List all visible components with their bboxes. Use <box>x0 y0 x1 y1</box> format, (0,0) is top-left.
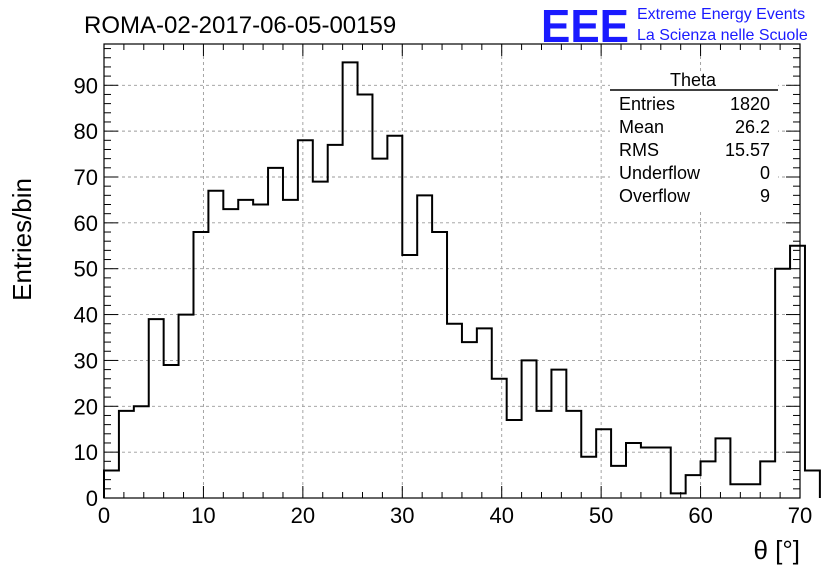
y-tick-label: 10 <box>74 440 98 465</box>
x-tick-label: 60 <box>688 503 712 528</box>
histogram-bin <box>686 475 701 498</box>
histogram-bin <box>805 470 820 498</box>
y-tick-label: 30 <box>74 348 98 373</box>
histogram-bin <box>208 191 223 498</box>
x-tick-label: 70 <box>788 503 812 528</box>
histogram-bin <box>134 406 149 498</box>
histogram-bin <box>522 360 537 498</box>
histogram-bin <box>760 461 775 498</box>
y-tick-label: 40 <box>74 303 98 328</box>
histogram-bin <box>641 448 656 498</box>
eee-logo-letters: EEE <box>541 0 629 52</box>
histogram-bin <box>343 62 358 498</box>
y-tick-label: 80 <box>74 119 98 144</box>
stats-row-value: 1820 <box>730 94 770 114</box>
histogram-bin <box>701 461 716 498</box>
stats-box: Theta Entries 1820 Mean 26.2 RMS 15.57 Underfl… <box>610 70 778 212</box>
histogram-bin <box>179 315 194 498</box>
histogram-bin <box>283 200 298 498</box>
histogram-bin <box>730 484 745 498</box>
histogram-bin <box>149 319 164 498</box>
stats-row-label: Entries <box>619 94 675 114</box>
histogram-bin <box>432 232 447 498</box>
histogram-bin <box>566 411 581 498</box>
y-tick-label: 90 <box>74 73 98 98</box>
histogram-bin <box>656 448 671 498</box>
histogram-bin <box>596 429 611 498</box>
stats-rows: Entries 1820 Mean 26.2 RMS 15.57 Underflow 0 Ove… <box>619 94 770 206</box>
plot-frame <box>103 43 801 499</box>
histogram-outline <box>103 61 821 498</box>
histogram-bin <box>164 365 179 498</box>
eee-logo: EEE Extreme Energy Events La Scienza nel… <box>541 0 808 52</box>
histogram-bin <box>358 94 373 498</box>
x-tick-label: 20 <box>291 503 315 528</box>
x-tick-label: 30 <box>390 503 414 528</box>
logo-line-1: Extreme Energy Events <box>637 6 805 23</box>
grid-lines <box>104 44 800 498</box>
stats-row-label: Overflow <box>619 186 691 206</box>
logo-line-2: La Scienza nelle Scuole <box>637 27 808 44</box>
histogram-bin <box>223 209 238 498</box>
y-tick-label: 0 <box>86 486 98 511</box>
stats-row-value: 26.2 <box>735 117 770 137</box>
histogram-bin <box>447 324 462 498</box>
histogram-bin <box>507 420 522 498</box>
x-tick-label: 50 <box>589 503 613 528</box>
histogram-bin <box>268 168 283 498</box>
x-tick-label: 0 <box>98 503 110 528</box>
stats-row-value: 0 <box>760 163 770 183</box>
y-tick-label: 60 <box>74 211 98 236</box>
x-tick-label: 10 <box>191 503 215 528</box>
histogram-bin <box>790 246 805 498</box>
histogram-bin <box>462 342 477 498</box>
stats-title: Theta <box>670 70 717 90</box>
histogram-bin <box>551 370 566 498</box>
histogram-bin <box>745 484 760 498</box>
histogram-bin <box>477 328 492 498</box>
y-axis-title: Entries/bin <box>7 178 37 301</box>
histogram-bin <box>298 140 313 498</box>
histogram-bin <box>417 195 432 498</box>
histogram-bin <box>537 411 552 498</box>
chart-title: ROMA-02-2017-06-05-00159 <box>84 12 396 39</box>
stats-row-label: Mean <box>619 117 664 137</box>
histogram-bin <box>715 438 730 498</box>
y-tick-label: 50 <box>74 257 98 282</box>
x-tick-label: 40 <box>489 503 513 528</box>
histogram-bin <box>253 205 268 498</box>
histogram-bins <box>103 61 821 498</box>
y-tick-label: 20 <box>74 394 98 419</box>
histogram-bin <box>119 411 134 498</box>
x-axis-title: θ [°] <box>753 535 800 565</box>
histogram-bin <box>372 159 387 498</box>
histogram-bin <box>581 457 596 498</box>
histogram-bin <box>238 200 253 498</box>
histogram-bin <box>193 232 208 498</box>
stats-row-label: Underflow <box>619 163 701 183</box>
stats-row-label: RMS <box>619 140 659 160</box>
stats-row-value: 9 <box>760 186 770 206</box>
y-tick-label: 70 <box>74 165 98 190</box>
histogram-bin <box>626 443 641 498</box>
histogram-bin <box>328 145 343 498</box>
histogram-bin <box>671 493 686 498</box>
histogram-bin <box>387 136 402 498</box>
histogram-bin <box>492 379 507 498</box>
stats-box-bg <box>610 72 778 212</box>
axis-ticks <box>103 44 801 499</box>
histogram-bin <box>775 269 790 498</box>
histogram-bin <box>402 255 417 498</box>
stats-row-value: 15.57 <box>725 140 770 160</box>
histogram-bin <box>611 466 626 498</box>
histogram-bin <box>104 470 119 498</box>
histogram-bin <box>313 182 328 498</box>
